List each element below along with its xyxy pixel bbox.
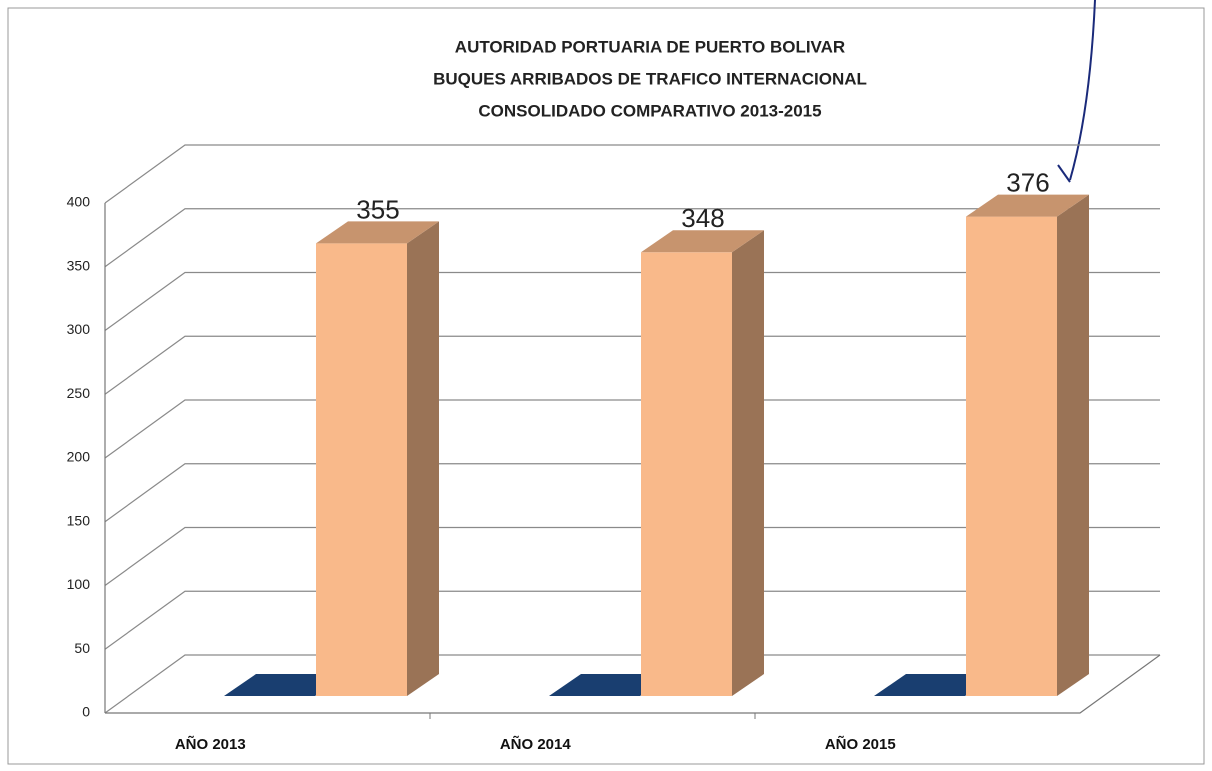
title-line: CONSOLIDADO COMPARATIVO 2013-2015 <box>478 101 821 120</box>
bar-side <box>732 230 764 697</box>
y-tick-label: 0 <box>82 704 90 720</box>
bar-side <box>407 221 439 696</box>
data-label: 355 <box>356 194 399 224</box>
y-tick-label: 150 <box>67 512 91 528</box>
chart-title: AUTORIDAD PORTUARIA DE PUERTO BOLIVAR BU… <box>433 37 867 120</box>
grid-line <box>104 463 1160 523</box>
y-tick-label: 200 <box>67 449 91 465</box>
bar <box>966 194 1089 696</box>
y-tick-label: 350 <box>67 257 91 273</box>
grid-line <box>104 335 1160 395</box>
y-tick-label: 100 <box>67 576 91 592</box>
grid-line <box>104 208 1160 268</box>
bar-front <box>641 252 732 697</box>
bar <box>641 230 764 697</box>
grid-line <box>104 399 1160 459</box>
y-tick-label: 50 <box>74 640 90 656</box>
title-line: AUTORIDAD PORTUARIA DE PUERTO BOLIVAR <box>455 37 845 56</box>
bar-top <box>316 221 439 244</box>
bar-top <box>966 194 1089 217</box>
y-tick-label: 300 <box>67 321 91 337</box>
title-line: BUQUES ARRIBADOS DE TRAFICO INTERNACIONA… <box>433 69 867 88</box>
bar-front <box>316 243 407 696</box>
grid-line <box>104 144 1160 204</box>
bar <box>316 221 439 696</box>
data-label: 348 <box>681 203 724 233</box>
pen-mark <box>1069 0 1096 181</box>
bar-front <box>966 216 1057 696</box>
grid-line <box>104 526 1160 586</box>
x-tick-label: AÑO 2015 <box>825 735 896 753</box>
grid-line <box>104 654 1160 714</box>
x-tick-label: AÑO 2013 <box>175 735 246 753</box>
grid-line <box>104 590 1160 650</box>
data-label: 376 <box>1006 167 1049 197</box>
y-tick-label: 250 <box>67 385 91 401</box>
x-tick-label: AÑO 2014 <box>500 735 572 753</box>
y-tick-label: 400 <box>67 194 91 210</box>
bar-top <box>641 230 764 253</box>
pen-mark <box>1057 164 1071 183</box>
grid-line <box>104 271 1160 331</box>
bar-side <box>1057 194 1089 696</box>
